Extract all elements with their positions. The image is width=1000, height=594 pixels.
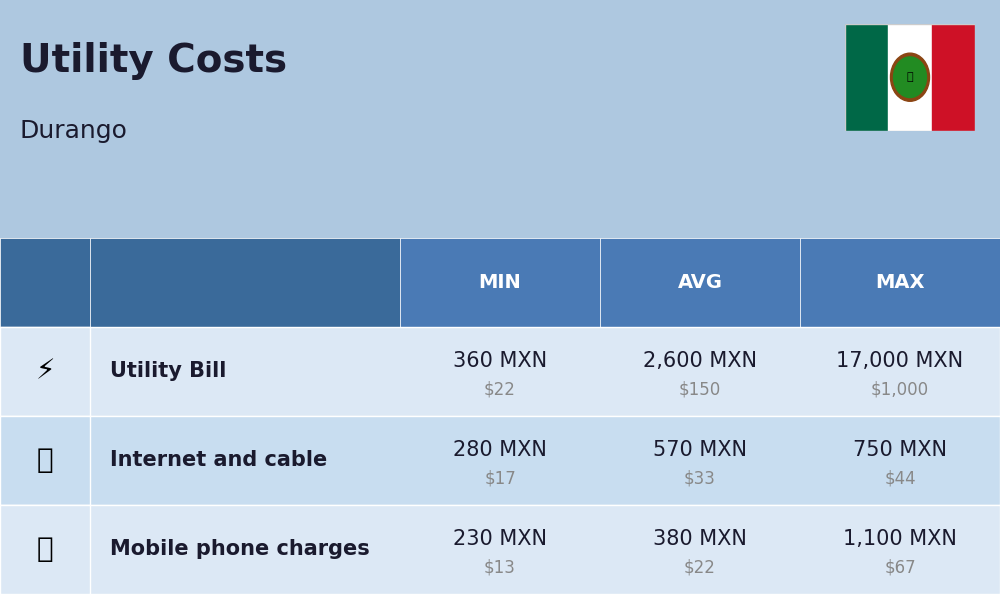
Text: $22: $22 [484,380,516,398]
Text: Utility Bill: Utility Bill [110,361,226,381]
FancyBboxPatch shape [0,505,1000,594]
Text: 360 MXN: 360 MXN [453,350,547,371]
Text: 📱: 📱 [37,535,53,564]
Text: MAX: MAX [875,273,925,292]
FancyBboxPatch shape [0,327,90,416]
Text: $44: $44 [884,469,916,487]
Text: 280 MXN: 280 MXN [453,440,547,460]
Circle shape [894,57,926,97]
Text: $13: $13 [484,558,516,576]
Text: 17,000 MXN: 17,000 MXN [836,350,964,371]
Text: 2,600 MXN: 2,600 MXN [643,350,757,371]
Bar [845,24,888,131]
Text: Internet and cable: Internet and cable [110,450,327,470]
FancyBboxPatch shape [600,238,800,327]
Text: Durango: Durango [20,119,128,143]
Text: Mobile phone charges: Mobile phone charges [110,539,370,560]
FancyBboxPatch shape [0,505,90,594]
Text: 750 MXN: 750 MXN [853,440,947,460]
Text: $1,000: $1,000 [871,380,929,398]
FancyBboxPatch shape [0,416,1000,505]
Text: 🦅: 🦅 [907,72,913,82]
Text: $22: $22 [684,558,716,576]
Text: $17: $17 [484,469,516,487]
FancyBboxPatch shape [0,238,1000,327]
FancyBboxPatch shape [800,238,1000,327]
Text: 570 MXN: 570 MXN [653,440,747,460]
Text: 1,100 MXN: 1,100 MXN [843,529,957,549]
Text: 230 MXN: 230 MXN [453,529,547,549]
Circle shape [891,53,930,102]
Text: 📡: 📡 [37,446,53,475]
Text: ⚡: ⚡ [35,357,55,386]
Text: AVG: AVG [678,273,723,292]
FancyBboxPatch shape [90,238,400,327]
Text: Utility Costs: Utility Costs [20,42,287,80]
FancyBboxPatch shape [400,238,600,327]
Text: 380 MXN: 380 MXN [653,529,747,549]
FancyBboxPatch shape [0,327,1000,416]
Text: $33: $33 [684,469,716,487]
Bar [888,24,932,131]
FancyBboxPatch shape [0,238,90,327]
Bar [932,24,975,131]
FancyBboxPatch shape [0,416,90,505]
Text: $67: $67 [884,558,916,576]
Text: MIN: MIN [479,273,521,292]
Text: $150: $150 [679,380,721,398]
